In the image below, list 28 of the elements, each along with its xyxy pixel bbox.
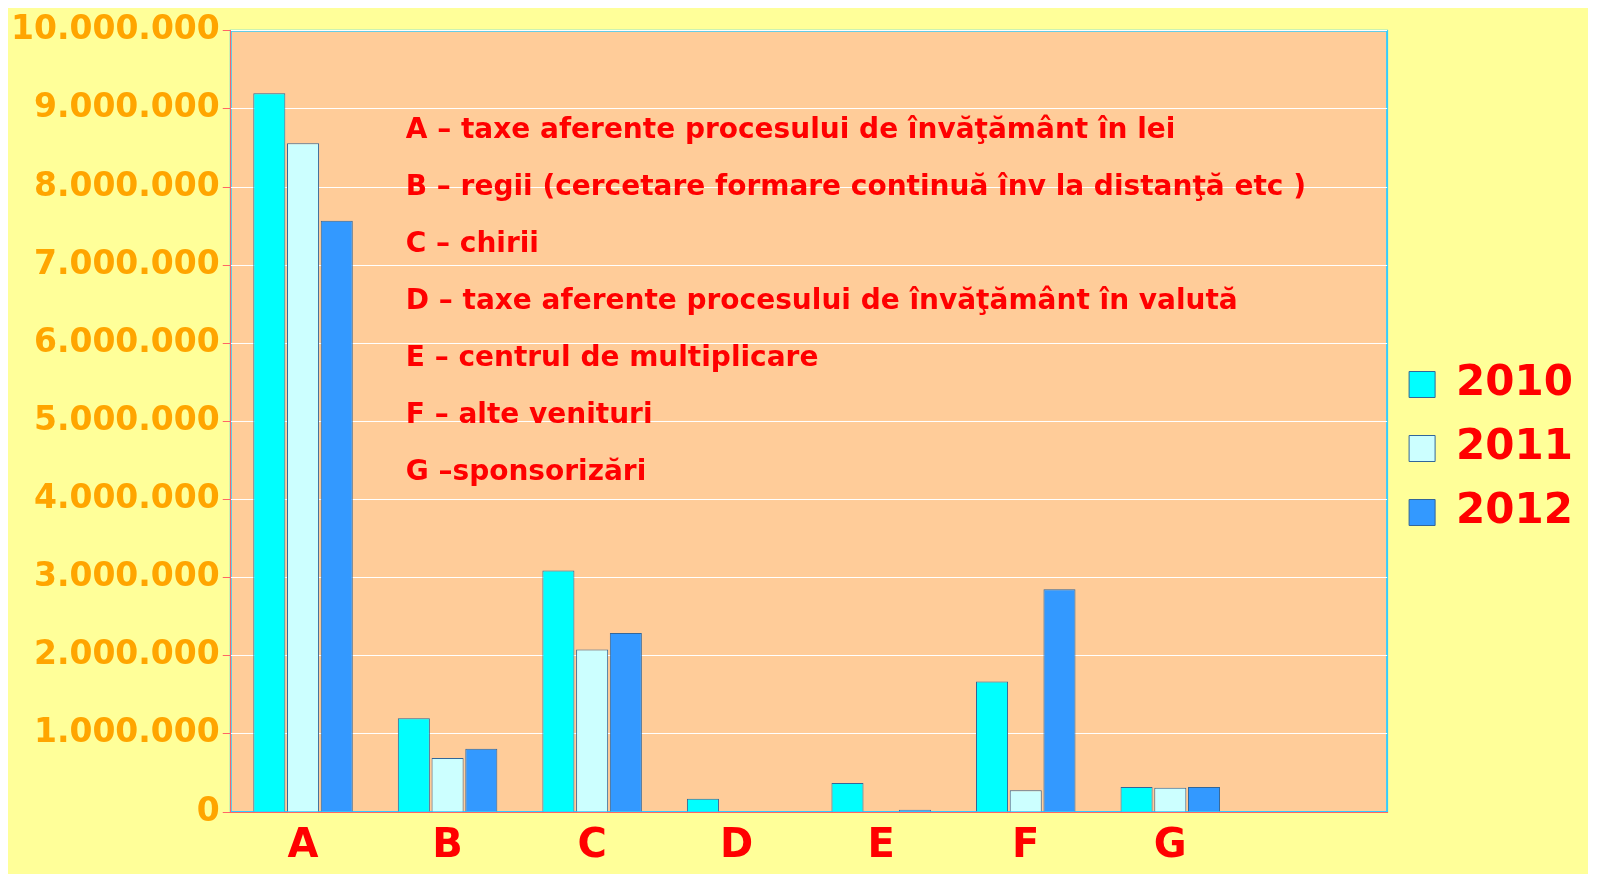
- annotation: G –sponsorizări: [405, 454, 647, 488]
- y-tick-label: 10.000.000: [11, 8, 220, 48]
- y-tick-label: 4.000.000: [33, 477, 220, 517]
- legend-label: 2010: [1456, 356, 1574, 406]
- y-tick-label: 3.000.000: [33, 555, 220, 595]
- annotation: A – taxe aferente procesului de învăţământ în lei: [405, 112, 1176, 146]
- y-tick-label: 2.000.000: [33, 633, 220, 673]
- y-tick-label: 8.000.000: [33, 164, 220, 204]
- y-tick-label: 9.000.000: [33, 86, 220, 126]
- annotation: C – chirii: [405, 226, 539, 260]
- x-tick-label: C: [577, 820, 607, 867]
- annotation: F – alte venituri: [405, 397, 653, 431]
- y-tick-label: 7.000.000: [33, 242, 220, 282]
- y-tick-label: 5.000.000: [33, 398, 220, 438]
- legend-label: 2011: [1456, 420, 1574, 470]
- legend-label: 2012: [1456, 484, 1574, 534]
- annotation: B – regii (cercetare formare continuă înv la distanţă etc ): [405, 169, 1306, 203]
- y-tick-label: 6.000.000: [33, 320, 220, 360]
- x-tick-label: E: [867, 820, 895, 867]
- x-tick-label: G: [1153, 820, 1187, 867]
- x-tick-label: D: [720, 820, 754, 867]
- y-tick-label: 1.000.000: [33, 711, 220, 751]
- x-tick-label: A: [287, 820, 319, 867]
- x-tick-label: F: [1012, 820, 1040, 867]
- y-tick-label: 0: [196, 789, 220, 829]
- annotation: D – taxe aferente procesului de învăţământ în valută: [405, 283, 1238, 317]
- x-tick-label: B: [432, 820, 463, 867]
- annotation: E – centrul de multiplicare: [405, 340, 819, 374]
